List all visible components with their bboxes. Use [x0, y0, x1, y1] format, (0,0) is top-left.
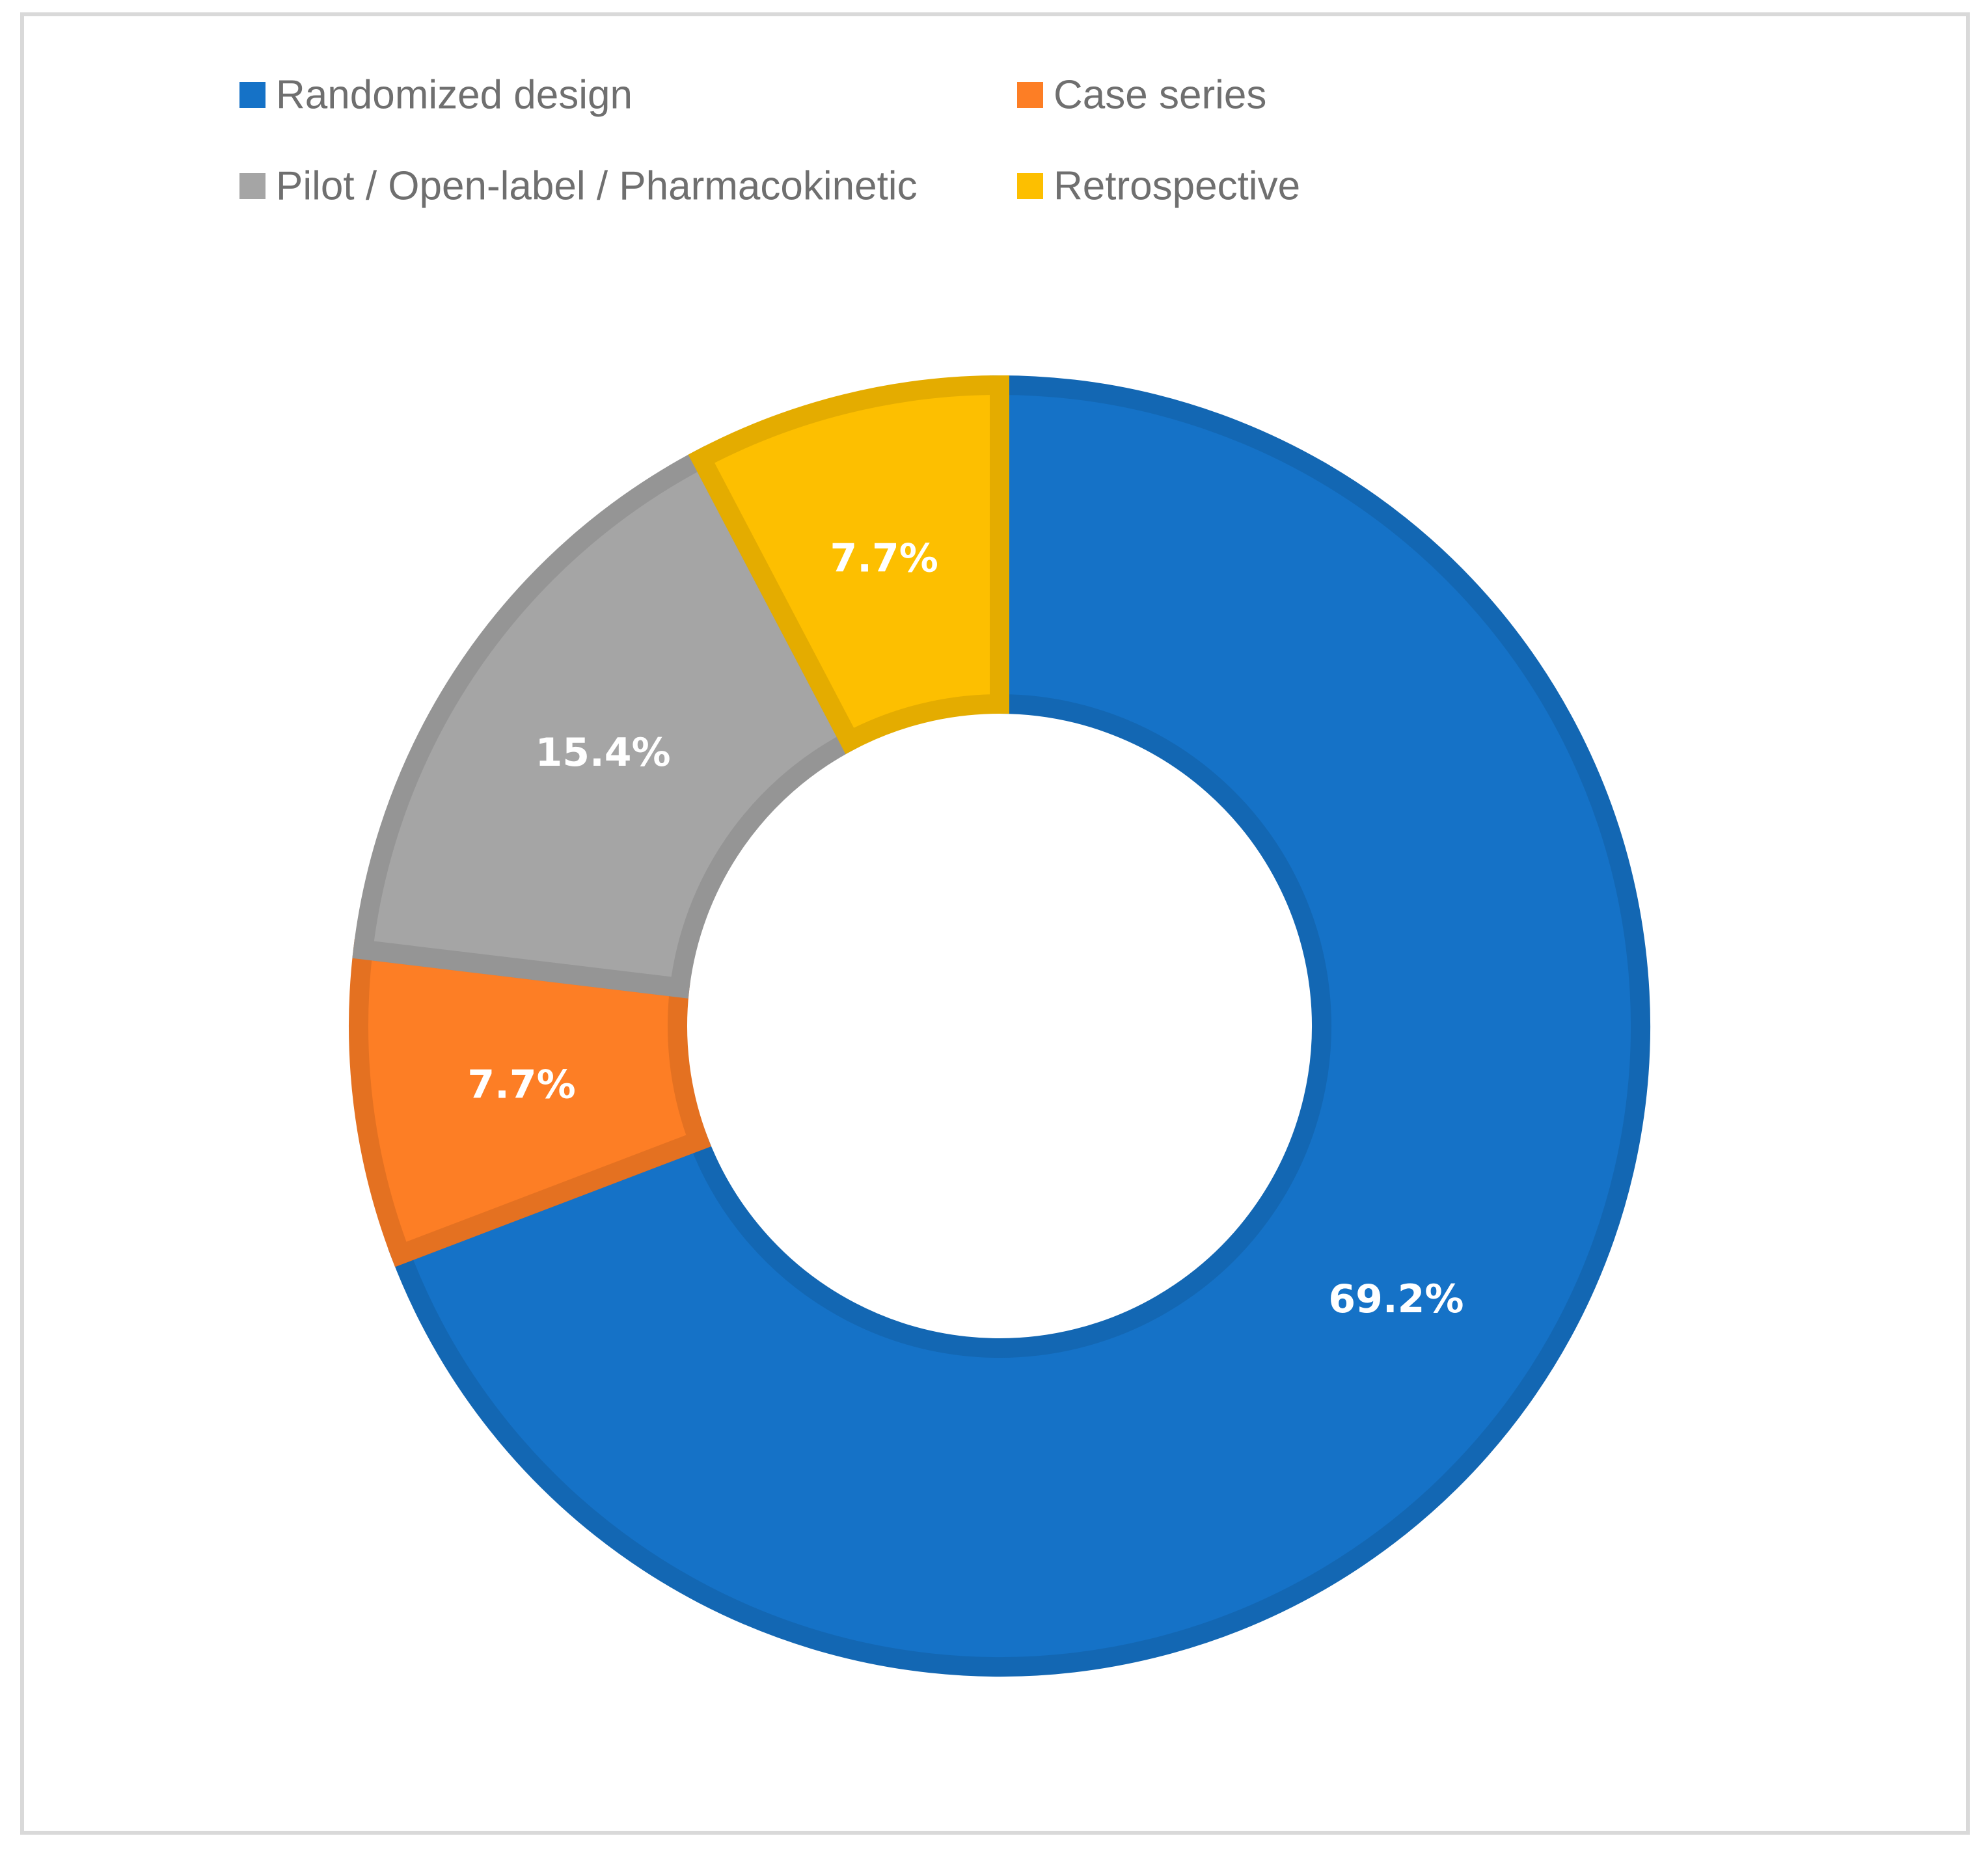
legend-label: Randomized design	[276, 73, 633, 118]
legend-item-randomized-design: Randomized design	[239, 73, 633, 118]
slice-pilot-open-label-pharmacokinetic	[352, 445, 864, 999]
legend-item-retrospective: Retrospective	[1017, 164, 1300, 209]
data-label-case-series: 7.7%	[467, 1062, 575, 1107]
legend-label: Case series	[1054, 73, 1266, 118]
data-label-retrospective: 7.7%	[830, 536, 938, 582]
legend-label: Retrospective	[1054, 164, 1300, 209]
data-labels: 69.2% 7.7% 15.4% 7.7%	[467, 536, 1464, 1322]
data-label-randomized-design: 69.2%	[1328, 1276, 1464, 1322]
slice-case-series	[349, 939, 711, 1267]
legend-label: Pilot / Open-label / Pharmacokinetic	[276, 164, 918, 209]
legend-item-pilot-open-label-pharmacokinetic: Pilot / Open-label / Pharmacokinetic	[239, 164, 918, 209]
legend-item-case-series: Case series	[1017, 73, 1266, 118]
legend-swatch	[239, 173, 266, 199]
legend-swatch	[1017, 173, 1043, 199]
donut-slices	[349, 375, 1650, 1677]
legend: Randomized design Case series Pilot / Open…	[239, 73, 1300, 209]
legend-swatch	[239, 82, 266, 108]
legend-swatch	[1017, 82, 1043, 108]
data-label-pilot-open-label-pharmacokinetic: 15.4%	[536, 730, 671, 776]
slice-randomized-design	[388, 375, 1650, 1677]
slice-retrospective	[688, 375, 1009, 755]
